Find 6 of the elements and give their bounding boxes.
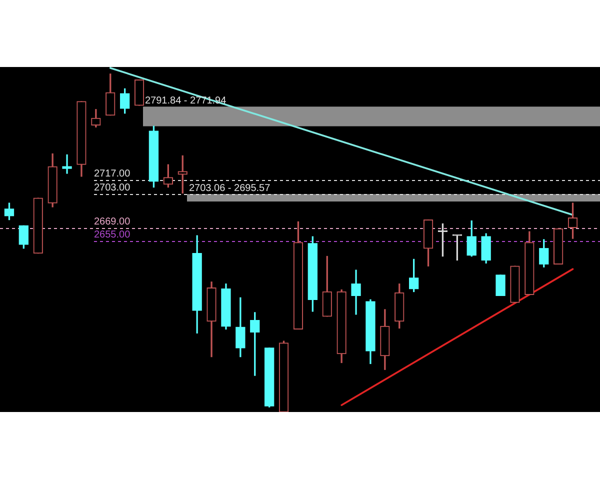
ref-line-label: 2703.00 <box>94 182 131 194</box>
ref-line-label: 2669.00 <box>94 216 131 228</box>
ref-line-label: 2655.00 <box>94 230 131 240</box>
band-label: 2703.06 - 2695.57 <box>189 183 271 194</box>
ref-line-label: 2717.00 <box>94 168 131 180</box>
candlestick <box>62 154 72 174</box>
